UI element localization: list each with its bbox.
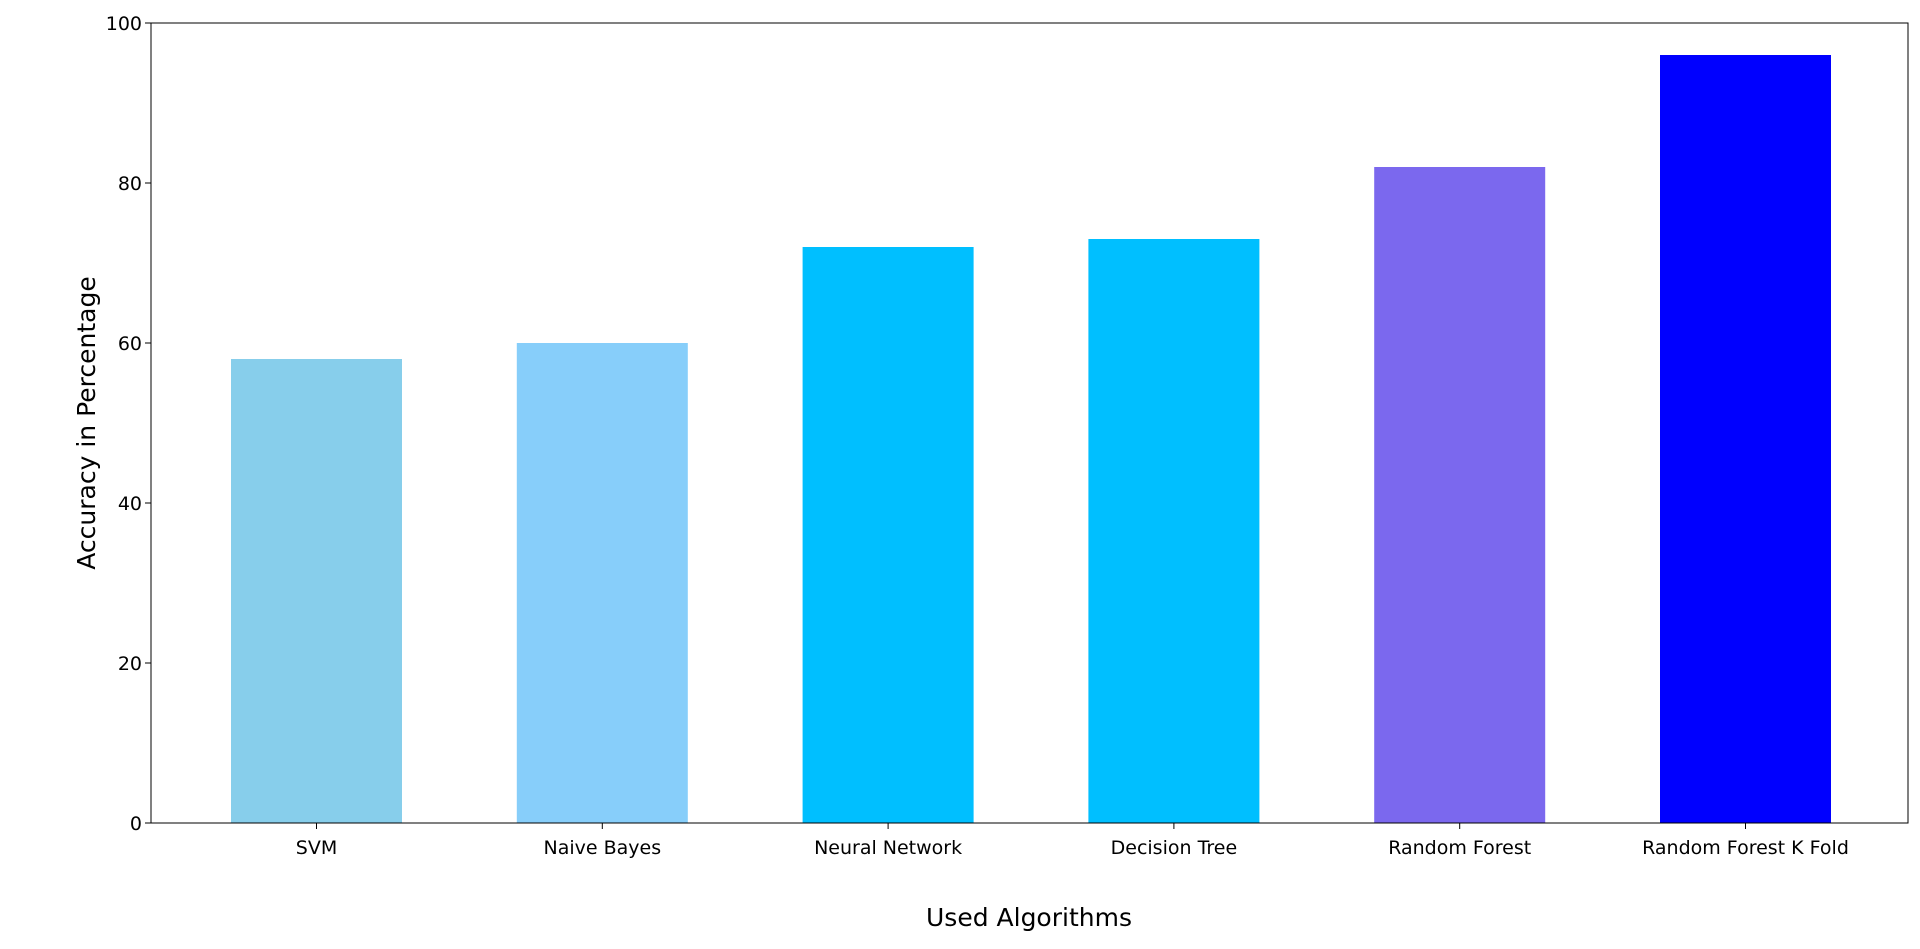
- x-tick-label: Neural Network: [814, 837, 962, 859]
- bar-neural-network: [802, 247, 974, 823]
- y-tick-label: 60: [118, 333, 142, 355]
- bar-svm: [231, 359, 402, 823]
- y-tick-label: 20: [118, 653, 142, 675]
- bar-decision-tree: [1088, 239, 1260, 823]
- x-axis-title: Used Algorithms: [926, 903, 1132, 932]
- y-tick-label: 100: [106, 13, 142, 35]
- bar-random-forest: [1374, 167, 1546, 823]
- bar-naive-bayes: [516, 343, 688, 823]
- y-axis-ticks: 0 20 40 60 80 100: [106, 13, 151, 835]
- y-tick-label: 80: [118, 173, 142, 195]
- bar-random-forest-k-fold: [1660, 55, 1831, 823]
- y-tick-label: 40: [118, 493, 142, 515]
- x-axis-ticks: SVM Naive Bayes Neural Network Decision Tre…: [296, 823, 1849, 859]
- y-axis-title: Accuracy in Percentage: [72, 276, 101, 569]
- plot-frame: [150, 22, 1909, 824]
- x-tick-label: Random Forest: [1388, 837, 1531, 859]
- x-tick-label: Naive Bayes: [543, 837, 661, 859]
- x-tick-label: Random Forest K Fold: [1642, 837, 1849, 859]
- y-tick-label: 0: [130, 813, 142, 835]
- bars-layer: [231, 55, 1831, 823]
- x-tick-label: SVM: [296, 837, 337, 859]
- x-tick-label: Decision Tree: [1111, 837, 1238, 859]
